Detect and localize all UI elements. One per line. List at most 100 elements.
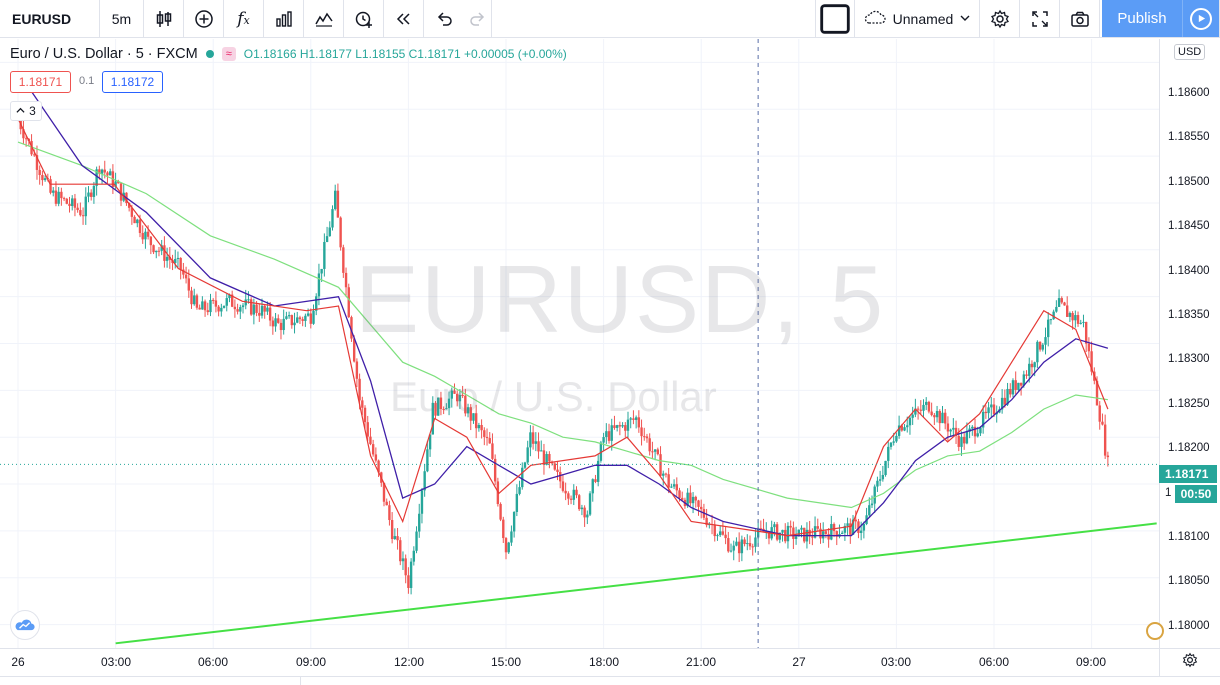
data-delay-badge[interactable]: ≈ (221, 47, 236, 61)
time-axis[interactable]: 26 03:00 06:00 09:00 12:00 15:00 18:00 2… (0, 648, 1159, 676)
candle-body (1060, 298, 1063, 303)
candle-body (328, 227, 331, 237)
candle-body (504, 538, 508, 553)
candle-body (431, 402, 434, 435)
candle-body (759, 528, 763, 530)
candle-body (133, 216, 136, 224)
candle-body (648, 438, 651, 452)
candle-body (1014, 380, 1017, 390)
buy-price-button[interactable]: 1.18172 (102, 71, 163, 93)
publish-button[interactable]: Publish (1102, 0, 1182, 37)
candle-body (596, 460, 600, 482)
candle-body (691, 496, 695, 504)
watchlist-toggle-icon[interactable] (1146, 622, 1164, 640)
candle-body (811, 536, 814, 538)
candle-body (1068, 312, 1072, 317)
candle-body (190, 290, 193, 305)
candle-body (73, 198, 77, 208)
tradingview-logo-icon[interactable] (10, 610, 40, 640)
candle-body (605, 431, 608, 438)
candle-body (1025, 374, 1028, 376)
candle-body (700, 506, 703, 510)
candle-body (643, 436, 646, 438)
candle-body (293, 322, 296, 326)
candle-body (689, 492, 692, 504)
legend-title[interactable]: Euro / U.S. Dollar · 5 · FXCM (10, 46, 198, 62)
candle-body (418, 513, 421, 532)
candle-body (705, 517, 708, 526)
candle-body (637, 417, 641, 428)
publish-play-icon[interactable] (1182, 0, 1220, 37)
candle-body (529, 432, 532, 448)
candle-body (781, 529, 784, 533)
candle-body (873, 486, 876, 504)
candle-body (572, 489, 575, 500)
candle-body (686, 492, 689, 507)
candle-body (163, 245, 166, 261)
settings-gear-icon[interactable] (980, 0, 1020, 38)
bottom-panel (0, 676, 1220, 685)
candle-body (981, 411, 985, 428)
indicators-fx-icon[interactable]: fx (224, 0, 264, 38)
candle-body (49, 179, 52, 193)
financials-bar-icon[interactable] (264, 0, 304, 38)
replay-rewind-icon[interactable] (384, 0, 424, 38)
candle-body (846, 523, 849, 526)
chevron-up-icon (16, 104, 25, 118)
time-label: 09:00 (295, 655, 327, 669)
candle-body (933, 415, 936, 418)
candle-body (916, 408, 920, 410)
candle-body (1044, 337, 1047, 345)
candle-body (1103, 424, 1107, 456)
currency-tag[interactable]: USD (1174, 44, 1206, 60)
candle-body (103, 169, 106, 173)
candle-body (239, 307, 242, 312)
candle-body (480, 424, 483, 431)
templates-icon[interactable] (304, 0, 344, 38)
candle-body (100, 169, 104, 174)
redo-icon[interactable] (464, 0, 492, 38)
candle-body (984, 411, 988, 414)
interval-button[interactable]: 5m (100, 0, 144, 38)
candle-body (334, 190, 337, 210)
candle-body (1052, 311, 1055, 320)
candle-body (903, 427, 906, 431)
candle-body (155, 250, 158, 253)
candle-body (274, 318, 277, 327)
compare-add-icon[interactable] (184, 0, 224, 38)
candlestick-chart-type-icon[interactable] (144, 0, 184, 38)
candle-body (580, 507, 584, 510)
candle-body (681, 497, 684, 500)
fullscreen-layout-icon[interactable] (815, 0, 855, 38)
candle-body (33, 154, 36, 156)
candle-body (664, 473, 668, 475)
symbol-search-button[interactable]: EURUSD (0, 0, 100, 38)
layout-name-button[interactable]: Unnamed (855, 0, 980, 38)
candle-body (507, 542, 510, 553)
candle-body (212, 299, 215, 301)
candle-body (233, 306, 237, 310)
candle-body (1036, 341, 1039, 363)
candle-body (548, 454, 551, 462)
candle-body (773, 524, 776, 528)
candle-body (366, 422, 369, 437)
candle-body (447, 398, 451, 409)
candle-body (859, 530, 863, 533)
indicators-collapse-button[interactable]: 3 (10, 101, 42, 121)
candle-body (830, 524, 833, 540)
candle-body (965, 431, 969, 444)
fullscreen-icon[interactable] (1020, 0, 1060, 38)
price-axis[interactable]: USD 1.18600 1.18550 1.18500 1.18450 1.18… (1159, 39, 1220, 648)
candle-body (613, 425, 616, 428)
candle-body (797, 529, 800, 537)
candle-body (531, 432, 535, 444)
alert-clock-icon[interactable] (344, 0, 384, 38)
candle-body (575, 489, 578, 496)
candle-body (895, 435, 898, 442)
price-chart[interactable] (0, 39, 1159, 648)
candle-body (127, 203, 131, 208)
chart-settings-button[interactable] (1159, 648, 1220, 676)
sell-price-button[interactable]: 1.18171 (10, 71, 71, 93)
camera-snapshot-icon[interactable] (1060, 0, 1100, 38)
undo-icon[interactable] (424, 0, 464, 38)
